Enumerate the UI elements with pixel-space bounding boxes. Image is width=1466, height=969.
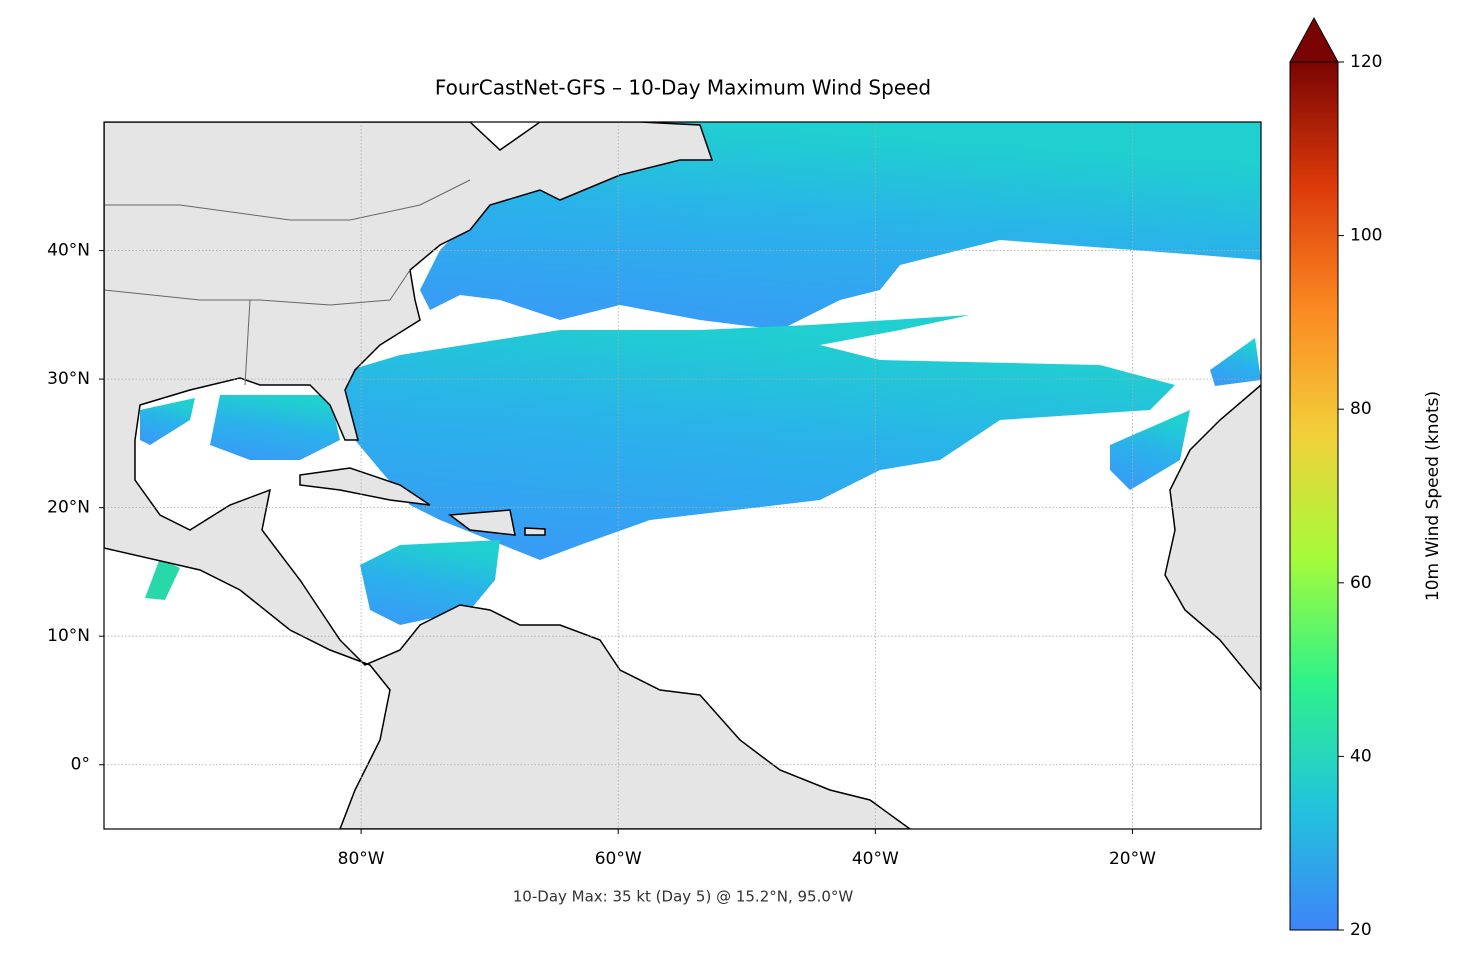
wind-area (145, 558, 180, 600)
colorbar-label: 10m Wind Speed (knots) (1423, 391, 1443, 601)
hispaniola (447, 509, 516, 536)
title: FourCastNet-GFS – 10-Day Maximum Wind Sp… (435, 76, 931, 100)
x-tick-label: 80°W (338, 849, 385, 869)
wind-area (140, 398, 195, 445)
colorbar-tick-label: 120 (1350, 52, 1382, 72)
puerto-rico (524, 527, 546, 536)
x-tick-label: 60°W (595, 849, 642, 869)
x-tick-label: 20°W (1109, 849, 1156, 869)
wind-area (360, 540, 500, 625)
wind-area (420, 122, 1261, 330)
colorbar-tick-label: 60 (1350, 573, 1372, 593)
borders (104, 179, 471, 221)
colorbar-scale (1289, 61, 1339, 931)
colorbar-extend (1289, 16, 1339, 63)
colorbar-tick-label: 40 (1350, 746, 1372, 766)
x-tick-label: 40°W (852, 849, 899, 869)
wind-area (210, 395, 340, 460)
colorbar-tick-label: 100 (1350, 226, 1382, 246)
y-tick-label: 30°N (47, 369, 90, 389)
annotation: 10-Day Max: 35 kt (Day 5) @ 15.2°N, 95.0… (513, 888, 854, 906)
wind-area (1210, 338, 1261, 386)
y-tick-label: 0° (71, 755, 90, 775)
colorbar: 20 40 60 80 100 120 (1289, 16, 1382, 940)
graticule (99, 122, 1261, 834)
americas (104, 122, 912, 829)
colorbar-tick-label: 20 (1350, 920, 1372, 940)
wind-area (1110, 410, 1190, 490)
cuba (299, 467, 431, 506)
y-tick-label: 40°N (47, 241, 90, 261)
africa (1164, 384, 1261, 692)
colorbar-tick-label: 80 (1350, 399, 1372, 419)
borders (244, 299, 251, 386)
map-body (104, 122, 1261, 829)
borders (104, 269, 411, 306)
y-tick-label: 20°N (47, 498, 90, 518)
land (104, 122, 1261, 829)
y-tick-label: 10°N (47, 626, 90, 646)
wind-field (140, 122, 1261, 625)
map-frame (103, 121, 1262, 830)
wind-area (345, 315, 1175, 560)
